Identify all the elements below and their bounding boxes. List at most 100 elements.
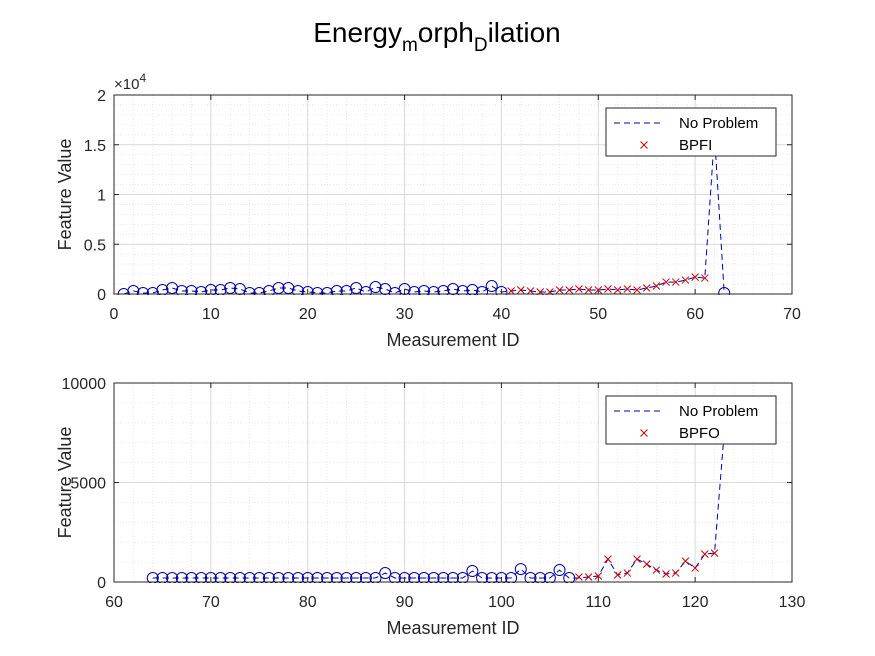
y-tick-label: 0.5 bbox=[84, 237, 106, 254]
no-problem-marker bbox=[224, 572, 237, 583]
fault-marker bbox=[633, 286, 641, 294]
no-problem-marker bbox=[417, 285, 430, 295]
fault-marker bbox=[700, 550, 709, 558]
fault-marker bbox=[526, 287, 535, 295]
no-problem-marker bbox=[437, 572, 450, 583]
fault-marker bbox=[516, 286, 525, 294]
no-problem-marker bbox=[321, 287, 334, 295]
x-tick-label: 120 bbox=[682, 594, 709, 611]
bottom-subplot: 60 70 80 90 100 110 120 130 0 5000 10000 Measuremen… bbox=[55, 376, 805, 638]
no-problem-marker bbox=[301, 286, 314, 295]
no-problem-line bbox=[123, 134, 725, 295]
x-tick-label: 70 bbox=[202, 594, 220, 611]
fault-marker bbox=[642, 284, 651, 292]
x-tick-label: 0 bbox=[110, 306, 119, 323]
no-problem-marker bbox=[437, 285, 450, 295]
no-problem-marker bbox=[476, 572, 489, 583]
legend-label-fault: BPFI bbox=[679, 137, 712, 154]
no-problem-marker bbox=[563, 572, 576, 583]
no-problem-marker bbox=[204, 572, 217, 583]
legend-box bbox=[605, 395, 777, 445]
no-problem-marker bbox=[175, 572, 188, 583]
no-problem-marker bbox=[534, 572, 547, 583]
no-problem-marker bbox=[466, 565, 479, 578]
no-problem-marker bbox=[321, 572, 334, 583]
x-tick-label: 110 bbox=[586, 594, 612, 611]
no-problem-marker bbox=[127, 285, 140, 295]
no-problem-marker bbox=[204, 284, 217, 295]
no-problem-marker bbox=[485, 280, 498, 293]
x-tick-label: 10 bbox=[202, 306, 220, 323]
no-problem-marker bbox=[417, 572, 430, 583]
x-tick-label: 60 bbox=[105, 594, 123, 611]
fault-marker bbox=[604, 285, 612, 293]
no-problem-marker bbox=[301, 572, 314, 583]
no-problem-marker bbox=[379, 567, 392, 580]
no-problem-marker bbox=[146, 572, 159, 583]
legend-x-sample bbox=[640, 141, 648, 149]
fault-marker bbox=[700, 274, 709, 282]
y-tick-label: 1 bbox=[97, 188, 106, 205]
legend-label-fault: BPFO bbox=[679, 425, 720, 442]
fault-marker bbox=[671, 569, 680, 577]
no-problem-marker bbox=[408, 572, 421, 583]
fault-marker bbox=[604, 555, 612, 563]
no-problem-marker bbox=[282, 572, 295, 583]
x-tick-label: 50 bbox=[589, 306, 607, 323]
fault-marker bbox=[691, 564, 699, 572]
fault-marker bbox=[662, 278, 670, 286]
no-problem-marker bbox=[456, 572, 469, 583]
fault-marker bbox=[652, 566, 661, 574]
x-tick-label: 130 bbox=[779, 594, 806, 611]
no-problem-marker bbox=[214, 572, 227, 583]
no-problem-marker bbox=[253, 572, 266, 583]
fault-marker bbox=[652, 282, 661, 290]
fault-marker bbox=[642, 560, 651, 568]
fault-marker bbox=[662, 570, 670, 578]
no-problem-marker bbox=[195, 286, 208, 295]
no-problem-marker bbox=[466, 284, 479, 295]
no-problem-marker bbox=[156, 572, 169, 583]
x-tick-label: 40 bbox=[493, 306, 511, 323]
no-problem-marker bbox=[185, 572, 198, 583]
y-tick-label: 5000 bbox=[70, 476, 106, 493]
no-problem-marker bbox=[476, 286, 489, 295]
no-problem-marker bbox=[369, 572, 382, 583]
y-tick-label: 0 bbox=[97, 287, 106, 304]
no-problem-marker bbox=[369, 281, 382, 294]
x-tick-label: 60 bbox=[686, 306, 704, 323]
no-problem-marker bbox=[398, 572, 411, 583]
fault-marker bbox=[565, 286, 574, 294]
no-problem-marker bbox=[214, 284, 227, 295]
no-problem-marker bbox=[253, 287, 266, 295]
no-problem-marker bbox=[408, 286, 421, 295]
no-problem-marker bbox=[166, 572, 179, 583]
y-tick-label: 0 bbox=[97, 575, 106, 592]
no-problem-marker bbox=[330, 572, 343, 583]
x-axis-label: Measurement ID bbox=[386, 618, 519, 638]
no-problem-marker bbox=[427, 286, 440, 295]
fault-marker bbox=[710, 549, 719, 557]
y-exponent-label: ×104 bbox=[114, 71, 146, 93]
no-problem-marker bbox=[233, 572, 246, 583]
no-problem-marker bbox=[311, 572, 324, 583]
no-problem-marker bbox=[505, 572, 518, 583]
no-problem-marker bbox=[456, 285, 469, 295]
fault-marker bbox=[613, 286, 622, 294]
no-problem-marker bbox=[388, 572, 401, 583]
chart-title: EnergymorphDilation bbox=[313, 17, 561, 56]
y-tick-label: 10000 bbox=[62, 376, 107, 393]
fault-marker bbox=[555, 286, 564, 294]
no-problem-marker bbox=[495, 572, 508, 583]
no-problem-marker bbox=[553, 564, 566, 577]
no-problem-marker bbox=[359, 572, 372, 583]
fault-marker bbox=[594, 572, 603, 580]
legend-label-no-problem: No Problem bbox=[679, 403, 758, 420]
no-problem-marker bbox=[195, 572, 208, 583]
no-problem-line bbox=[152, 432, 725, 579]
no-problem-marker bbox=[243, 572, 256, 583]
x-tick-label: 70 bbox=[783, 306, 801, 323]
no-problem-marker bbox=[292, 285, 305, 295]
fault-marker bbox=[623, 569, 632, 577]
